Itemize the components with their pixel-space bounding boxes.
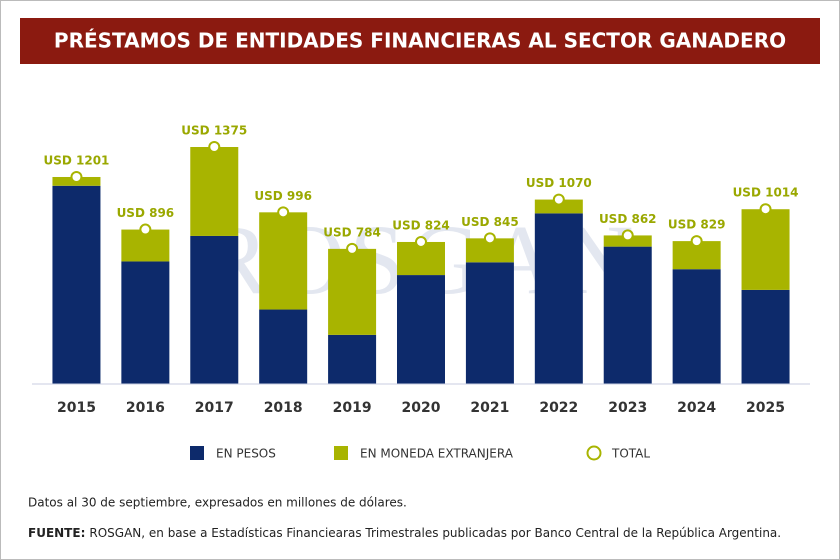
value-label: USD 1070	[526, 176, 592, 190]
legend-marker	[586, 445, 602, 461]
total-marker	[690, 235, 703, 248]
total-marker	[415, 235, 427, 248]
bar-segment	[328, 248, 377, 335]
bar-segment	[190, 235, 239, 384]
value-label: USD 1014	[733, 186, 799, 200]
title-bar	[20, 18, 820, 64]
value-label: USD 784	[323, 225, 381, 239]
value-label: USD 824	[392, 218, 450, 232]
bar-segment	[328, 334, 377, 384]
total-marker	[70, 170, 83, 183]
value-label: USD 829	[668, 218, 726, 232]
total-marker	[346, 242, 359, 255]
legend-label: EN MONEDA EXTRANJERA	[360, 447, 514, 461]
value-label: USD 996	[254, 189, 312, 203]
bar-segment	[465, 262, 514, 384]
x-tick-label: 2023	[608, 400, 647, 416]
value-label: USD 1375	[181, 124, 247, 138]
bar-segment	[534, 199, 583, 214]
bar-segment	[259, 309, 308, 384]
total-marker	[552, 193, 565, 206]
x-tick-label: 2016	[126, 400, 165, 416]
total-marker	[483, 232, 496, 245]
x-tick-label: 2018	[264, 400, 303, 416]
source: FUENTE: ROSGAN, en base a Estadísticas Fi…	[28, 526, 781, 540]
bar-segment	[534, 213, 583, 384]
total-marker	[139, 223, 152, 236]
bar-segment	[672, 269, 721, 384]
x-tick-label: 2015	[57, 400, 96, 416]
bar-segment	[259, 212, 308, 310]
bar-segment	[397, 275, 445, 384]
value-label: USD 862	[599, 212, 657, 226]
bar-segment	[52, 185, 101, 384]
value-label: USD 845	[461, 215, 519, 229]
bar-segment	[741, 209, 790, 290]
x-tick-label: 2017	[195, 400, 234, 416]
x-tick-label: 2020	[402, 400, 441, 416]
x-tick-label: 2022	[539, 400, 578, 416]
total-marker	[621, 229, 634, 242]
total-marker	[759, 203, 772, 216]
legend-label: EN PESOS	[216, 447, 276, 461]
source-text: ROSGAN, en base a Estadísticas Financiea…	[89, 526, 781, 540]
bar-segment	[121, 261, 170, 384]
total-marker	[208, 141, 221, 153]
note: Datos al 30 de septiembre, expresados en…	[28, 496, 407, 510]
value-label: USD 1201	[43, 153, 109, 167]
source-label: FUENTE:	[28, 526, 85, 540]
bar-segment	[465, 238, 514, 263]
legend-swatch	[334, 446, 348, 460]
value-label: USD 896	[117, 206, 175, 220]
legend-label: TOTAL	[611, 447, 650, 461]
bar-segment	[603, 246, 652, 384]
x-tick-label: 2019	[333, 400, 372, 416]
legend-swatch	[190, 446, 204, 460]
total-marker	[277, 206, 290, 219]
x-tick-label: 2021	[470, 400, 509, 416]
plot: USD 1201 2015 USD 896 2016 USD 1375 2017 USD 9…	[32, 124, 810, 461]
bar-segment	[190, 147, 239, 236]
bar-segment	[741, 289, 790, 384]
x-tick-label: 2024	[677, 400, 716, 416]
x-tick-label: 2025	[746, 400, 785, 416]
chart-title: PRÉSTAMOS DE ENTIDADES FINANCIERAS AL SE…	[54, 29, 786, 53]
